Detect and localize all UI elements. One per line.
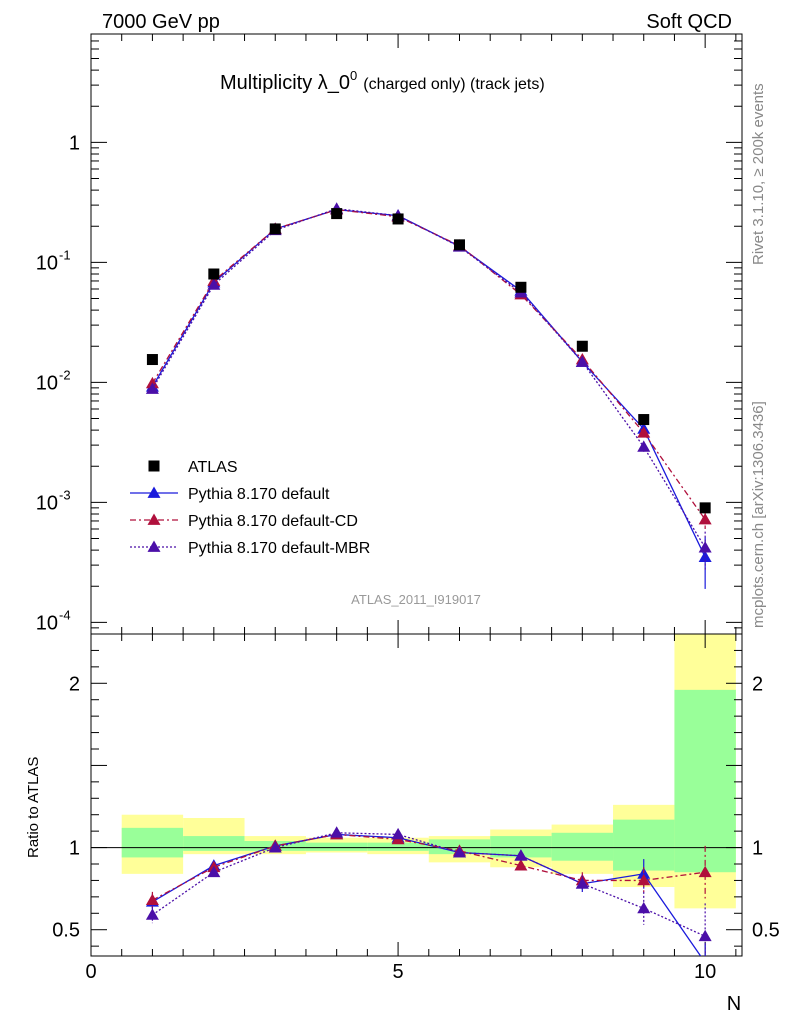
ratio-bands <box>91 634 742 909</box>
ratio-tick-label: 2 <box>69 673 80 695</box>
data-point <box>699 502 711 514</box>
legend-entry: ATLAS <box>148 459 238 476</box>
ratio-tick-label: 0.5 <box>752 920 780 942</box>
ratio-point <box>391 827 405 840</box>
band-stat <box>674 689 736 873</box>
band-stat <box>183 836 245 851</box>
y-tick-exponent: -4 <box>59 607 71 622</box>
band-stat <box>551 832 614 861</box>
band-stat <box>367 842 429 851</box>
legend-label: Pythia 8.170 default <box>188 486 330 503</box>
band-stat <box>305 842 368 851</box>
series-point <box>698 512 712 525</box>
plot-title-suffix: (charged only) (track jets) <box>363 76 544 93</box>
data-point <box>392 213 404 225</box>
ratio-point <box>145 908 159 920</box>
header-left: 7000 GeV pp <box>102 11 220 33</box>
y-tick-label: 10 <box>36 372 58 394</box>
data-point <box>576 340 588 352</box>
data-point <box>331 208 343 220</box>
legend-entry: Pythia 8.170 default-CD <box>130 513 358 530</box>
series-point <box>637 426 651 438</box>
ratio-point <box>207 865 221 878</box>
ratio-point <box>452 846 466 858</box>
legend-label: ATLAS <box>188 459 238 476</box>
series-line <box>151 208 706 548</box>
x-tick-label: 5 <box>393 961 404 983</box>
analysis-label: ATLAS_2011_I919017 <box>351 592 481 607</box>
legend-marker <box>147 513 161 525</box>
y-tick-exponent: -2 <box>59 367 71 382</box>
legend-marker <box>147 486 161 498</box>
data-point <box>515 281 527 293</box>
band-stat <box>121 827 184 858</box>
legend-marker <box>148 460 160 472</box>
ratio-tick-label: 1 <box>752 838 763 860</box>
ratio-point <box>575 877 589 889</box>
ratio-axis-label: Ratio to ATLAS <box>25 757 42 858</box>
y-tick-label: 10 <box>36 252 58 274</box>
data-point <box>638 414 650 426</box>
ratio-line <box>152 832 706 937</box>
legend-label: Pythia 8.170 default-CD <box>188 513 358 530</box>
rivet-label: Rivet 3.1.10, ≥ 200k events <box>750 83 767 265</box>
ratio-frame <box>90 633 743 957</box>
legend-entry: Pythia 8.170 default-MBR <box>130 540 370 557</box>
series-point <box>698 541 712 553</box>
mcplots-label: mcplots.cern.ch [arXiv:1306.3436] <box>750 401 767 628</box>
plot-title: Multiplicity λ_00 (charged only) (track j… <box>220 68 545 94</box>
data-point <box>269 223 281 235</box>
ratio-tick-label: 1 <box>69 838 80 860</box>
legend: ATLAS Pythia 8.170 default Pythia 8.170 de… <box>130 459 370 557</box>
ratio-point <box>514 859 528 871</box>
series-point <box>145 382 159 394</box>
x-tick-label: 10 <box>694 961 716 983</box>
data-point <box>208 268 220 280</box>
ratio-line <box>152 833 706 901</box>
plot-title-sup: 0 <box>350 68 357 83</box>
ratio-point <box>330 826 344 838</box>
ratio-point <box>637 901 651 914</box>
y-tick-label: 1 <box>69 132 80 154</box>
x-tick-label: 0 <box>85 961 96 983</box>
ratio-tick-label: 0.5 <box>52 920 80 942</box>
legend-marker <box>147 540 161 552</box>
y-tick-label: 10 <box>36 612 58 634</box>
series-line <box>151 208 706 558</box>
x-axis-label: N <box>727 993 741 1015</box>
ratio-point <box>698 865 712 878</box>
series-point <box>637 440 651 452</box>
band-stat <box>490 836 552 858</box>
y-tick-exponent: -3 <box>59 487 71 502</box>
ratio-point <box>145 893 159 906</box>
ratio-point <box>514 849 528 861</box>
ratio-point <box>698 929 712 942</box>
series-point <box>575 355 589 367</box>
ratio-point <box>637 873 651 886</box>
data-point <box>146 354 158 366</box>
header-right: Soft QCD <box>646 11 732 33</box>
series-point <box>207 278 221 290</box>
ratio-clip-group <box>145 826 712 956</box>
legend-entry: Pythia 8.170 default <box>130 486 330 503</box>
ratio-tick-label: 2 <box>752 673 763 695</box>
y-tick-exponent: -1 <box>59 247 71 262</box>
y-tick-label: 10 <box>36 492 58 514</box>
ratio-point <box>268 841 282 853</box>
plot-title-main: Multiplicity λ_0 <box>220 72 350 94</box>
ratio-series <box>145 826 712 956</box>
data-point <box>453 239 465 251</box>
legend-label: Pythia 8.170 default-MBR <box>188 540 370 557</box>
plot-frames <box>90 33 743 957</box>
main-series <box>145 202 712 589</box>
